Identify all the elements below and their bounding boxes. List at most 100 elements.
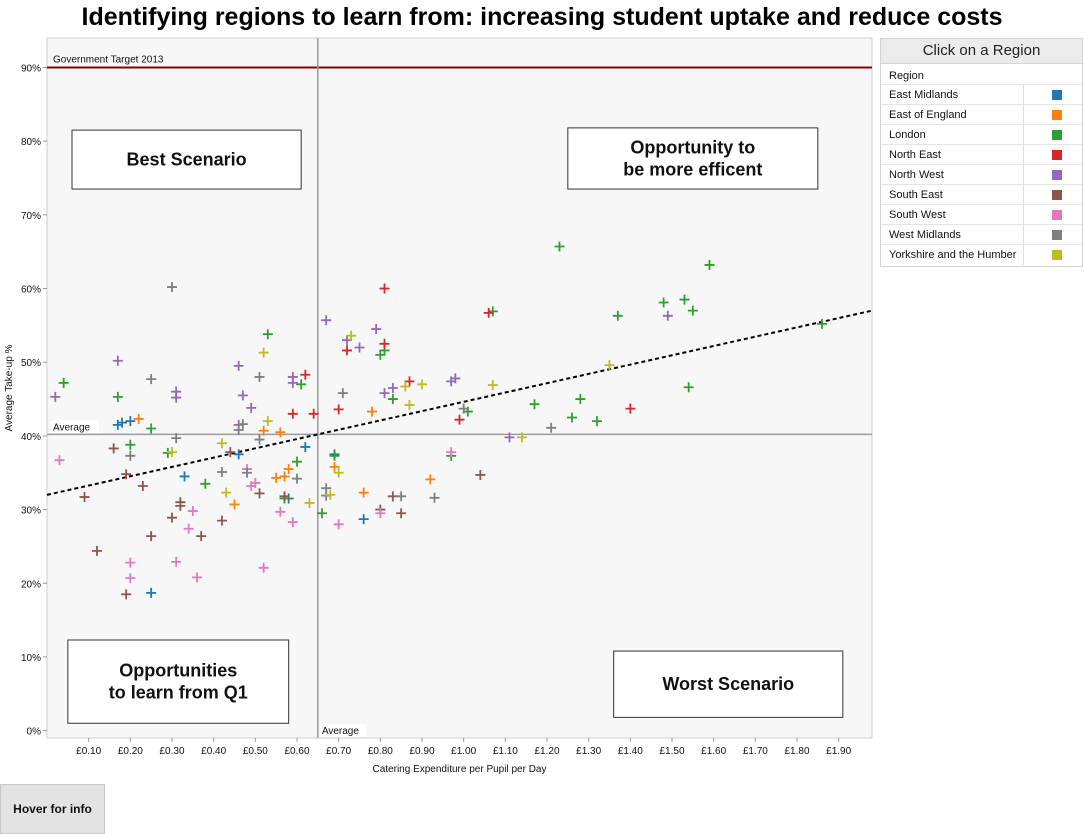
legend-swatch (1052, 150, 1062, 160)
data-point-north-west (112, 355, 123, 366)
data-point-south-east (146, 531, 157, 542)
legend-item-east-of-england[interactable]: East of England (881, 104, 1082, 125)
y-tick-label: 10% (21, 653, 41, 664)
data-point-london (317, 508, 327, 519)
data-point-south-west (250, 478, 261, 489)
data-point-south-east (92, 545, 102, 556)
x-axis-title: Catering Expenditure per Pupil per Day (373, 764, 547, 775)
data-point-london (683, 382, 694, 393)
legend-item-north-west[interactable]: North West (881, 164, 1082, 185)
data-point-south-west (125, 557, 136, 568)
x-tick-label: £0.70 (326, 746, 351, 757)
data-point-south-east (217, 515, 227, 526)
data-point-south-east (167, 512, 177, 523)
data-point-yorkshire-and-the-humber (262, 416, 273, 427)
data-point-london (329, 450, 340, 461)
data-point-london (387, 394, 398, 405)
data-point-east-of-england (425, 474, 436, 485)
legend-item-south-east[interactable]: South East (881, 184, 1082, 205)
quadrant-box (67, 639, 290, 724)
data-point-east-midlands (300, 441, 311, 452)
data-point-east-midlands (146, 587, 157, 598)
legend-item-label: North West (889, 169, 944, 181)
data-point-east-of-england (275, 427, 286, 438)
data-point-south-east (254, 488, 265, 499)
data-point-north-west (50, 391, 61, 402)
y-tick-label: 80% (21, 137, 41, 148)
data-point-west-midlands (237, 419, 248, 430)
data-point-london (262, 329, 273, 340)
legend-item-east-midlands[interactable]: East Midlands (881, 84, 1082, 105)
legend-item-west-midlands[interactable]: West Midlands (881, 224, 1082, 245)
data-point-west-midlands (167, 282, 177, 293)
data-point-west-midlands (171, 433, 182, 444)
data-point-london (296, 379, 307, 390)
hover-for-info-button[interactable]: Hover for info (0, 784, 105, 834)
legend-swatch (1052, 190, 1062, 200)
data-point-north-west (354, 342, 365, 353)
data-point-north-east (483, 307, 494, 318)
trend-line (46, 309, 873, 496)
legend-item-yorkshire-and-the-humber[interactable]: Yorkshire and the Humber (881, 244, 1082, 265)
data-point-london (687, 305, 698, 316)
data-point-north-west (387, 383, 398, 393)
x-tick-label: £1.20 (534, 746, 559, 757)
data-point-south-east (121, 469, 132, 480)
average-y-label: Average (53, 422, 91, 433)
y-tick-label: 50% (21, 358, 41, 369)
y-tick-label: 0% (27, 727, 42, 738)
data-point-south-west (192, 572, 202, 583)
data-point-west-midlands (429, 492, 440, 503)
average-y-label-bg (51, 420, 99, 434)
data-point-west-midlands (233, 425, 244, 435)
data-point-london (592, 416, 602, 427)
average-x-label-bg (319, 724, 366, 737)
data-point-east-of-england (258, 425, 269, 436)
data-point-london (292, 456, 302, 467)
data-point-london (146, 423, 157, 434)
data-point-east-of-england (271, 472, 282, 483)
data-point-north-west (246, 402, 257, 413)
data-point-yorkshire-and-the-humber (404, 399, 415, 410)
legend-item-london[interactable]: London (881, 124, 1082, 145)
scatter-chart: £0.10 £0.20 £0.30 £0.40 £0.50 £0.60 £0.70 £0.80… (4, 37, 873, 775)
data-point-north-east (379, 283, 390, 294)
data-point-west-midlands (146, 374, 157, 385)
data-point-east-of-england (283, 464, 294, 475)
x-tick-label: £1.00 (451, 746, 476, 757)
data-point-south-east (121, 589, 132, 600)
data-point-south-east (475, 469, 486, 480)
data-point-yorkshire-and-the-humber (325, 489, 336, 500)
region-legend: Click on a Region Region East Midlands E… (880, 38, 1083, 267)
data-point-yorkshire-and-the-humber (333, 467, 344, 478)
data-point-london (529, 399, 540, 410)
data-point-west-midlands (254, 434, 265, 445)
data-point-east-of-england (358, 487, 369, 498)
data-point-east-midlands (125, 416, 136, 427)
legend-item-south-west[interactable]: South West (881, 204, 1082, 225)
data-point-london (658, 297, 669, 308)
data-point-east-of-england (133, 413, 144, 424)
data-point-south-east (79, 492, 90, 503)
average-x-label: Average (322, 726, 360, 737)
data-point-east-midlands (179, 471, 190, 482)
data-point-west-midlands (337, 388, 348, 399)
data-point-yorkshire-and-the-humber (400, 381, 411, 392)
data-point-north-west (379, 388, 390, 399)
data-point-yorkshire-and-the-humber (487, 380, 498, 391)
data-point-north-east (342, 345, 352, 356)
legend-item-north-east[interactable]: North East (881, 144, 1082, 165)
data-point-north-west (504, 432, 515, 443)
data-point-yorkshire-and-the-humber (517, 432, 527, 443)
data-point-yorkshire-and-the-humber (167, 447, 177, 458)
data-point-south-east (175, 500, 186, 511)
data-point-east-of-england (367, 406, 377, 417)
x-tick-label: £1.30 (576, 746, 601, 757)
data-point-north-east (333, 404, 344, 415)
data-point-east-of-england (229, 499, 240, 510)
data-point-south-west (125, 573, 136, 584)
data-point-north-west (237, 390, 248, 401)
y-tick-label: 20% (21, 579, 41, 590)
data-point-north-east (379, 338, 390, 349)
data-point-north-east (308, 408, 319, 419)
